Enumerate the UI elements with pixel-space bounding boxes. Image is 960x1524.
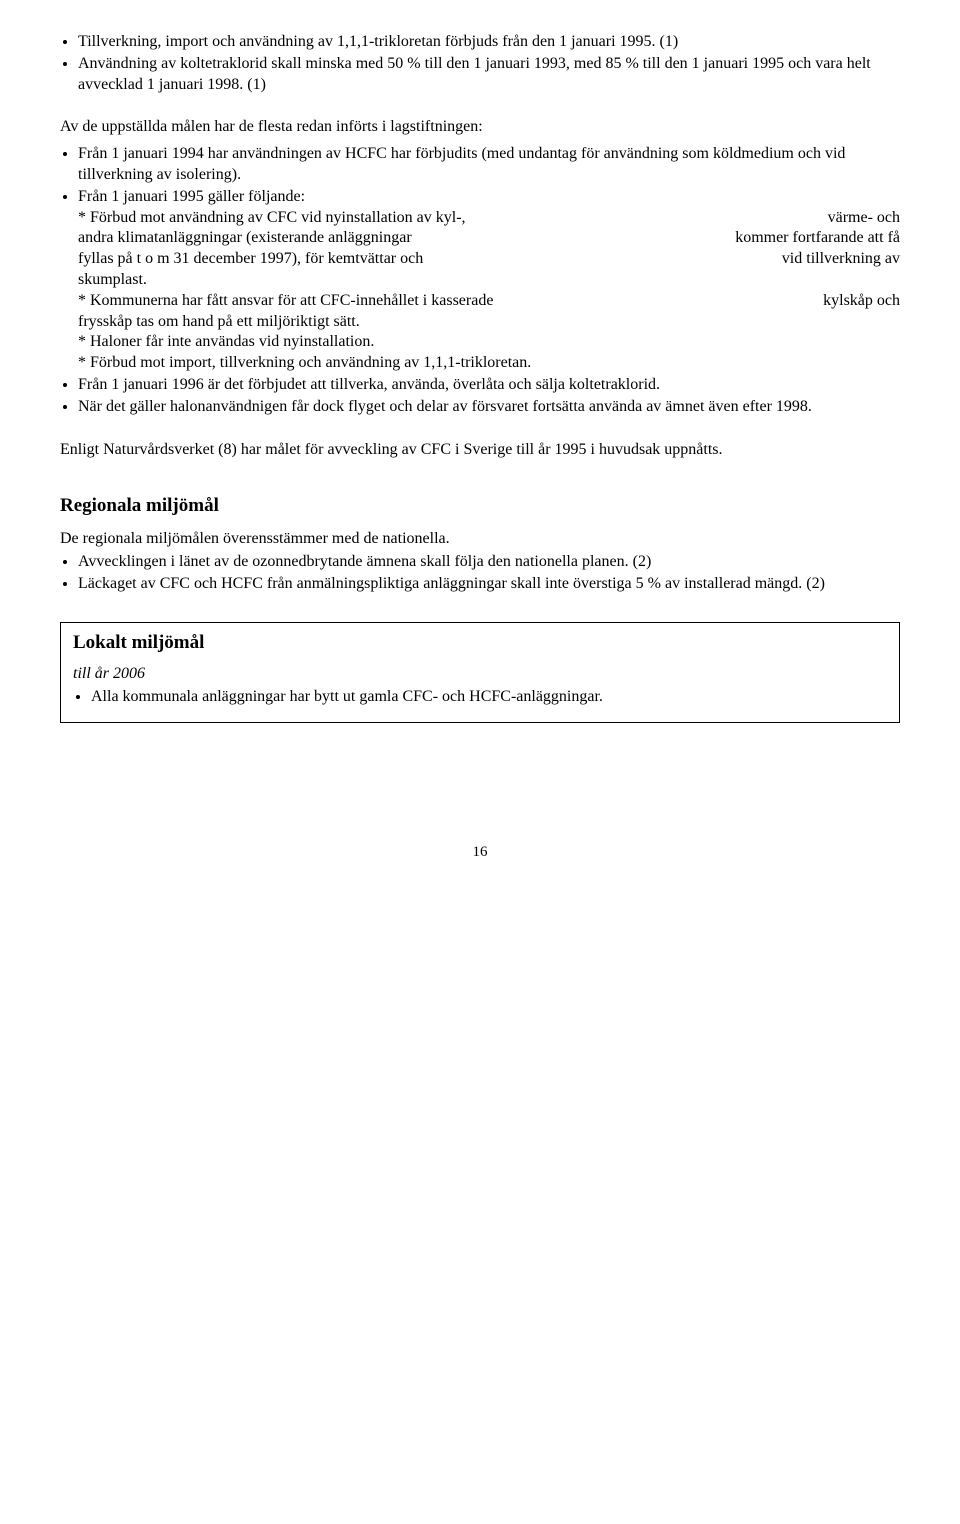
mid-b2-star4: * Förbud mot import, tillverkning och an… [78,353,900,374]
regional-b1: Avvecklingen i länet av de ozonnedbrytan… [78,552,900,573]
mid-b2-star1-a-left: * Förbud mot användning av CFC vid nyins… [78,208,466,229]
top-bullets: Tillverkning, import och användning av 1… [60,32,900,95]
mid-b2-star1-line-b: andra klimatanläggningar (existerande an… [78,228,900,249]
mid-b2-star1-b-left: andra klimatanläggningar (existerande an… [78,228,412,249]
regional-b2: Läckaget av CFC och HCFC från anmälnings… [78,574,900,595]
local-sub: till år 2006 [73,664,887,685]
mid-b3: Från 1 januari 1996 är det förbjudet att… [78,375,900,396]
mid-b2-star1-a-right: värme- och [828,208,900,229]
mid-b2-star2-line-a: * Kommunerna har fått ansvar för att CFC… [78,291,900,312]
mid-b1: Från 1 januari 1994 har användningen av … [78,144,900,186]
local-bullets: Alla kommunala anläggningar har bytt ut … [73,687,887,708]
local-b1: Alla kommunala anläggningar har bytt ut … [91,687,887,708]
mid-bullets: Från 1 januari 1994 har användningen av … [60,144,900,417]
page-number: 16 [60,843,900,863]
mid-b2-star1-c-left: fyllas på t o m 31 december 1997), för k… [78,249,423,270]
mid-b2-star1-line-a: * Förbud mot användning av CFC vid nyins… [78,208,900,229]
mid-b2-star2-line-b: frysskåp tas om hand på ett miljöriktigt… [78,312,900,333]
mid-b2-star2-a-right: kylskåp och [823,291,900,312]
mid-intro: Av de uppställda målen har de flesta red… [60,117,900,138]
local-box: Lokalt miljömål till år 2006 Alla kommun… [60,622,900,722]
regional-heading: Regionala miljömål [60,494,900,519]
closing-paragraph: Enligt Naturvårdsverket (8) har målet fö… [60,440,900,461]
mid-b2-star1-line-d: skumplast. [78,270,900,291]
top-bullet-2: Användning av koltetraklorid skall minsk… [78,54,900,96]
mid-b2: Från 1 januari 1995 gäller följande: * F… [78,187,900,374]
mid-b2-star1-line-c: fyllas på t o m 31 december 1997), för k… [78,249,900,270]
mid-b2-star2-a-left: * Kommunerna har fått ansvar för att CFC… [78,291,493,312]
mid-b2-star1-c-right: vid tillverkning av [782,249,900,270]
local-heading: Lokalt miljömål [73,631,887,656]
regional-intro: De regionala miljömålen överensstämmer m… [60,529,900,550]
mid-b4: När det gäller halonanvändnigen får dock… [78,397,900,418]
mid-b2-star3: * Haloner får inte användas vid nyinstal… [78,332,900,353]
mid-b2-star1-b-right: kommer fortfarande att få [735,228,900,249]
regional-bullets: Avvecklingen i länet av de ozonnedbrytan… [60,552,900,595]
mid-b2-lead: Från 1 januari 1995 gäller följande: [78,188,305,205]
top-bullet-1: Tillverkning, import och användning av 1… [78,32,900,53]
